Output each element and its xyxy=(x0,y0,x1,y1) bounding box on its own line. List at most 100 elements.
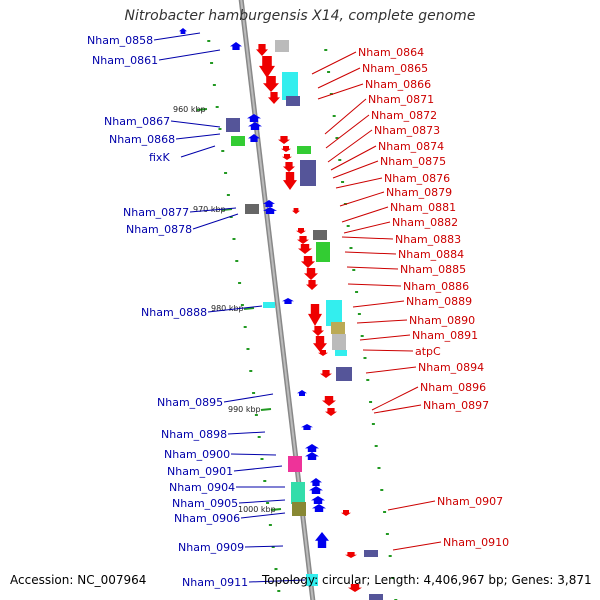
left-gene-label: Nham_0858 xyxy=(87,34,153,47)
gene-box xyxy=(226,118,240,132)
scale-track-dot xyxy=(221,150,225,152)
reverse-gene-arrow xyxy=(301,424,313,430)
forward-gene-arrow xyxy=(325,408,337,416)
forward-gene-arrow xyxy=(256,44,268,56)
right-leader-line xyxy=(362,349,414,352)
scale-track-dot xyxy=(371,423,375,425)
scale-tick xyxy=(260,408,272,411)
gene-box xyxy=(286,96,300,106)
right-leader-line xyxy=(344,251,397,255)
forward-gene-arrow xyxy=(283,172,297,190)
scale-track-dot xyxy=(271,546,275,548)
gene-box xyxy=(326,300,342,326)
scale-track-dot xyxy=(218,128,222,130)
scale-tick xyxy=(196,108,208,111)
forward-gene-arrow xyxy=(313,336,327,352)
left-leader-line xyxy=(227,431,266,435)
right-leader-line xyxy=(392,541,442,551)
right-gene-label: Nham_0879 xyxy=(386,186,452,199)
gene-box xyxy=(282,72,298,100)
right-leader-line xyxy=(311,51,357,75)
forward-gene-arrow xyxy=(263,76,279,92)
left-leader-line xyxy=(175,133,221,140)
right-leader-line xyxy=(317,67,361,89)
right-gene-label: Nham_0882 xyxy=(392,216,458,229)
scale-track-dot xyxy=(349,247,353,249)
gene-box xyxy=(300,160,316,186)
scale-tick xyxy=(243,307,255,310)
reverse-gene-arrow xyxy=(248,122,262,130)
left-leader-line xyxy=(244,545,284,548)
right-leader-line xyxy=(327,129,373,163)
right-gene-label: Nham_0889 xyxy=(406,295,472,308)
scale-track-dot xyxy=(243,326,247,328)
right-leader-line xyxy=(352,300,405,308)
scale-label: 1000 kbp xyxy=(238,505,276,514)
left-gene-label: Nham_0909 xyxy=(178,541,244,554)
scale-track-dot xyxy=(363,357,367,359)
scale-track-dot xyxy=(249,370,253,372)
reverse-gene-arrow xyxy=(305,444,319,452)
gene-box xyxy=(364,550,378,557)
right-leader-line xyxy=(356,319,408,324)
left-leader-line xyxy=(233,465,283,472)
reverse-gene-arrow xyxy=(248,134,260,142)
left-gene-label: Nham_0898 xyxy=(161,428,227,441)
reverse-gene-arrow xyxy=(309,486,323,494)
right-leader-line xyxy=(335,177,383,189)
forward-gene-arrow xyxy=(301,256,315,268)
reverse-gene-arrow xyxy=(311,496,325,504)
left-leader-line xyxy=(192,213,239,230)
accession-label: Accession: NC_007964 xyxy=(10,573,147,587)
gene-box xyxy=(336,367,352,381)
scale-track-dot xyxy=(240,304,244,306)
scale-track-dot xyxy=(332,115,336,117)
right-gene-label: Nham_0883 xyxy=(395,233,461,246)
reverse-gene-arrow xyxy=(297,390,307,396)
right-leader-line xyxy=(371,386,419,411)
right-leader-line xyxy=(330,145,377,171)
forward-gene-arrow xyxy=(304,268,318,280)
left-leader-line xyxy=(153,32,201,41)
left-leader-line xyxy=(240,512,286,519)
scale-track-dot xyxy=(224,172,228,174)
forward-gene-arrow xyxy=(320,370,332,378)
forward-gene-arrow xyxy=(308,304,322,326)
right-gene-label: Nham_0907 xyxy=(437,495,503,508)
right-gene-label: Nham_0876 xyxy=(384,172,450,185)
forward-gene-arrow xyxy=(292,208,300,214)
scale-track-dot xyxy=(377,467,381,469)
forward-gene-arrow xyxy=(318,350,328,356)
gene-box xyxy=(263,302,275,308)
gene-box xyxy=(231,136,245,146)
right-gene-label: Nham_0896 xyxy=(420,381,486,394)
right-leader-line xyxy=(343,221,391,234)
gene-box xyxy=(306,574,318,586)
scale-track-dot xyxy=(226,194,230,196)
scale-track-dot xyxy=(341,181,345,183)
left-leader-line xyxy=(223,393,274,403)
right-leader-line xyxy=(332,160,379,179)
reverse-gene-arrow xyxy=(179,28,187,34)
left-leader-line xyxy=(189,207,237,213)
right-leader-line xyxy=(339,191,385,207)
right-gene-label: Nham_0872 xyxy=(371,109,437,122)
scale-track-dot xyxy=(232,238,236,240)
right-gene-label: Nham_0890 xyxy=(409,314,475,327)
gene-box xyxy=(291,482,305,504)
scale-track-dot xyxy=(260,458,264,460)
gene-box xyxy=(288,456,302,472)
reverse-gene-arrow xyxy=(263,207,277,214)
forward-gene-arrow xyxy=(306,280,318,290)
right-gene-label: Nham_0891 xyxy=(412,329,478,342)
scale-track-dot xyxy=(246,348,250,350)
reverse-gene-arrow xyxy=(247,114,261,122)
scale-track-dot xyxy=(210,62,214,64)
forward-gene-arrow xyxy=(278,136,290,144)
gene-box xyxy=(297,146,311,154)
forward-gene-arrow xyxy=(281,146,291,152)
right-gene-label: Nham_0874 xyxy=(378,140,444,153)
right-gene-label: Nham_0875 xyxy=(380,155,446,168)
scale-track-dot xyxy=(346,225,350,227)
reverse-gene-arrow xyxy=(263,200,275,207)
